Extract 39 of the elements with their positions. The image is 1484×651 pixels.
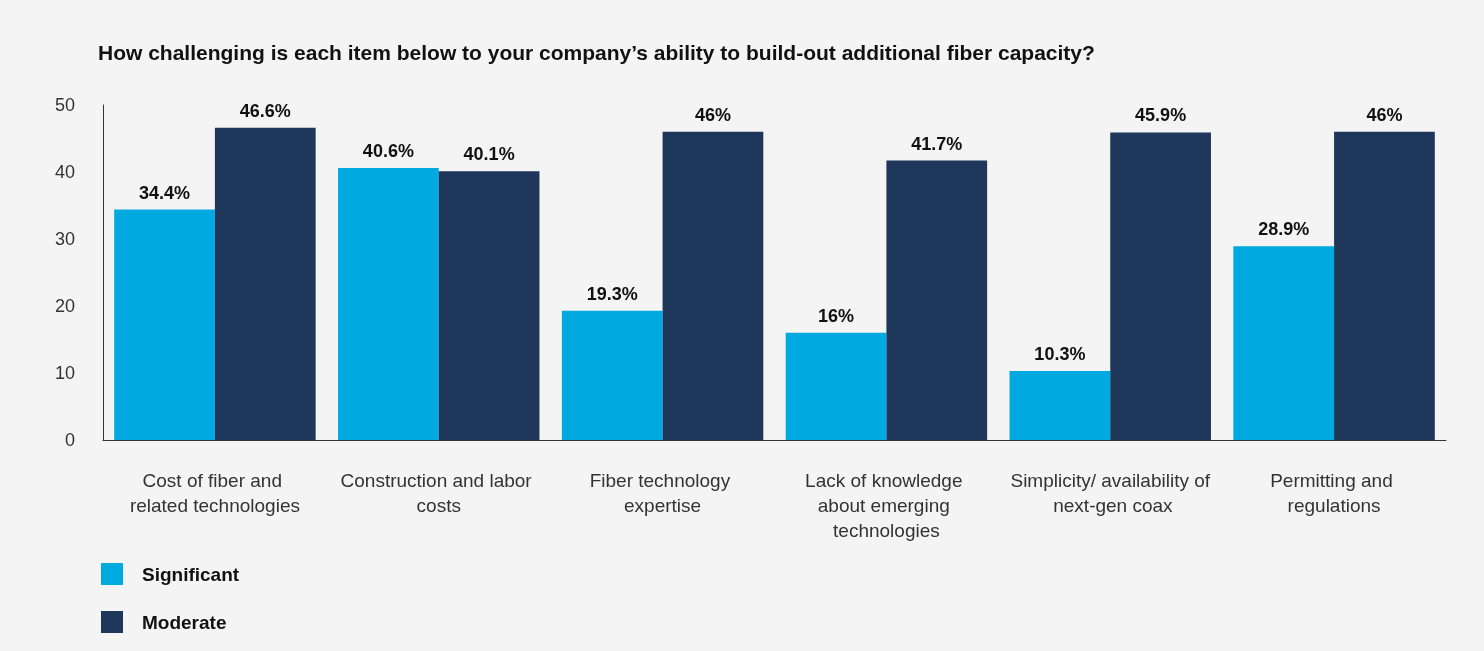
x-tick-label: Construction and labor costs xyxy=(340,470,537,516)
legend-label: Moderate xyxy=(142,611,227,633)
bar xyxy=(1334,131,1435,440)
x-tick-label: Cost of fiber and related technologies xyxy=(129,470,300,516)
bar xyxy=(662,131,764,440)
data-label: 45.9% xyxy=(1135,105,1187,126)
data-label: 40.1% xyxy=(463,144,515,165)
data-label: 41.7% xyxy=(911,133,963,154)
y-tick-label: 40 xyxy=(54,162,75,182)
x-tick-label: Permitting and regulations xyxy=(1270,470,1398,516)
bar xyxy=(114,209,215,440)
data-label: 10.3% xyxy=(1034,343,1086,364)
data-label: 46% xyxy=(1366,104,1403,125)
legend-label: Significant xyxy=(142,563,240,585)
y-tick-label: 50 xyxy=(54,95,75,115)
data-label: 40.6% xyxy=(362,140,414,161)
bar xyxy=(338,167,439,440)
data-label: 34.4% xyxy=(139,182,191,203)
y-tick-label: 30 xyxy=(54,229,75,249)
y-tick-label: 0 xyxy=(64,430,75,450)
bar xyxy=(1110,132,1211,440)
y-tick-label: 20 xyxy=(54,296,75,316)
bar xyxy=(1233,246,1335,440)
data-label: 19.3% xyxy=(586,283,638,304)
x-tick-label: Fiber technology expertise xyxy=(589,470,736,516)
data-label: 46% xyxy=(694,104,731,125)
data-label: 16% xyxy=(818,305,855,326)
data-label: 46.6% xyxy=(239,100,291,121)
x-tick-label: Simplicity/ availability of next-gen coax xyxy=(1010,470,1211,516)
x-tick-label: Lack of knowledge about emerging technologies xyxy=(805,470,968,541)
bar xyxy=(438,171,540,440)
chart-title: How challenging is each item below to your company’s ability to build-out additional fiber capacity? xyxy=(98,41,1095,64)
bar xyxy=(1009,370,1111,440)
bar xyxy=(561,310,663,440)
data-label: 28.9% xyxy=(1258,219,1310,240)
bar xyxy=(214,127,316,440)
bar xyxy=(886,160,988,440)
bar xyxy=(785,332,887,440)
y-tick-label: 10 xyxy=(54,363,75,383)
